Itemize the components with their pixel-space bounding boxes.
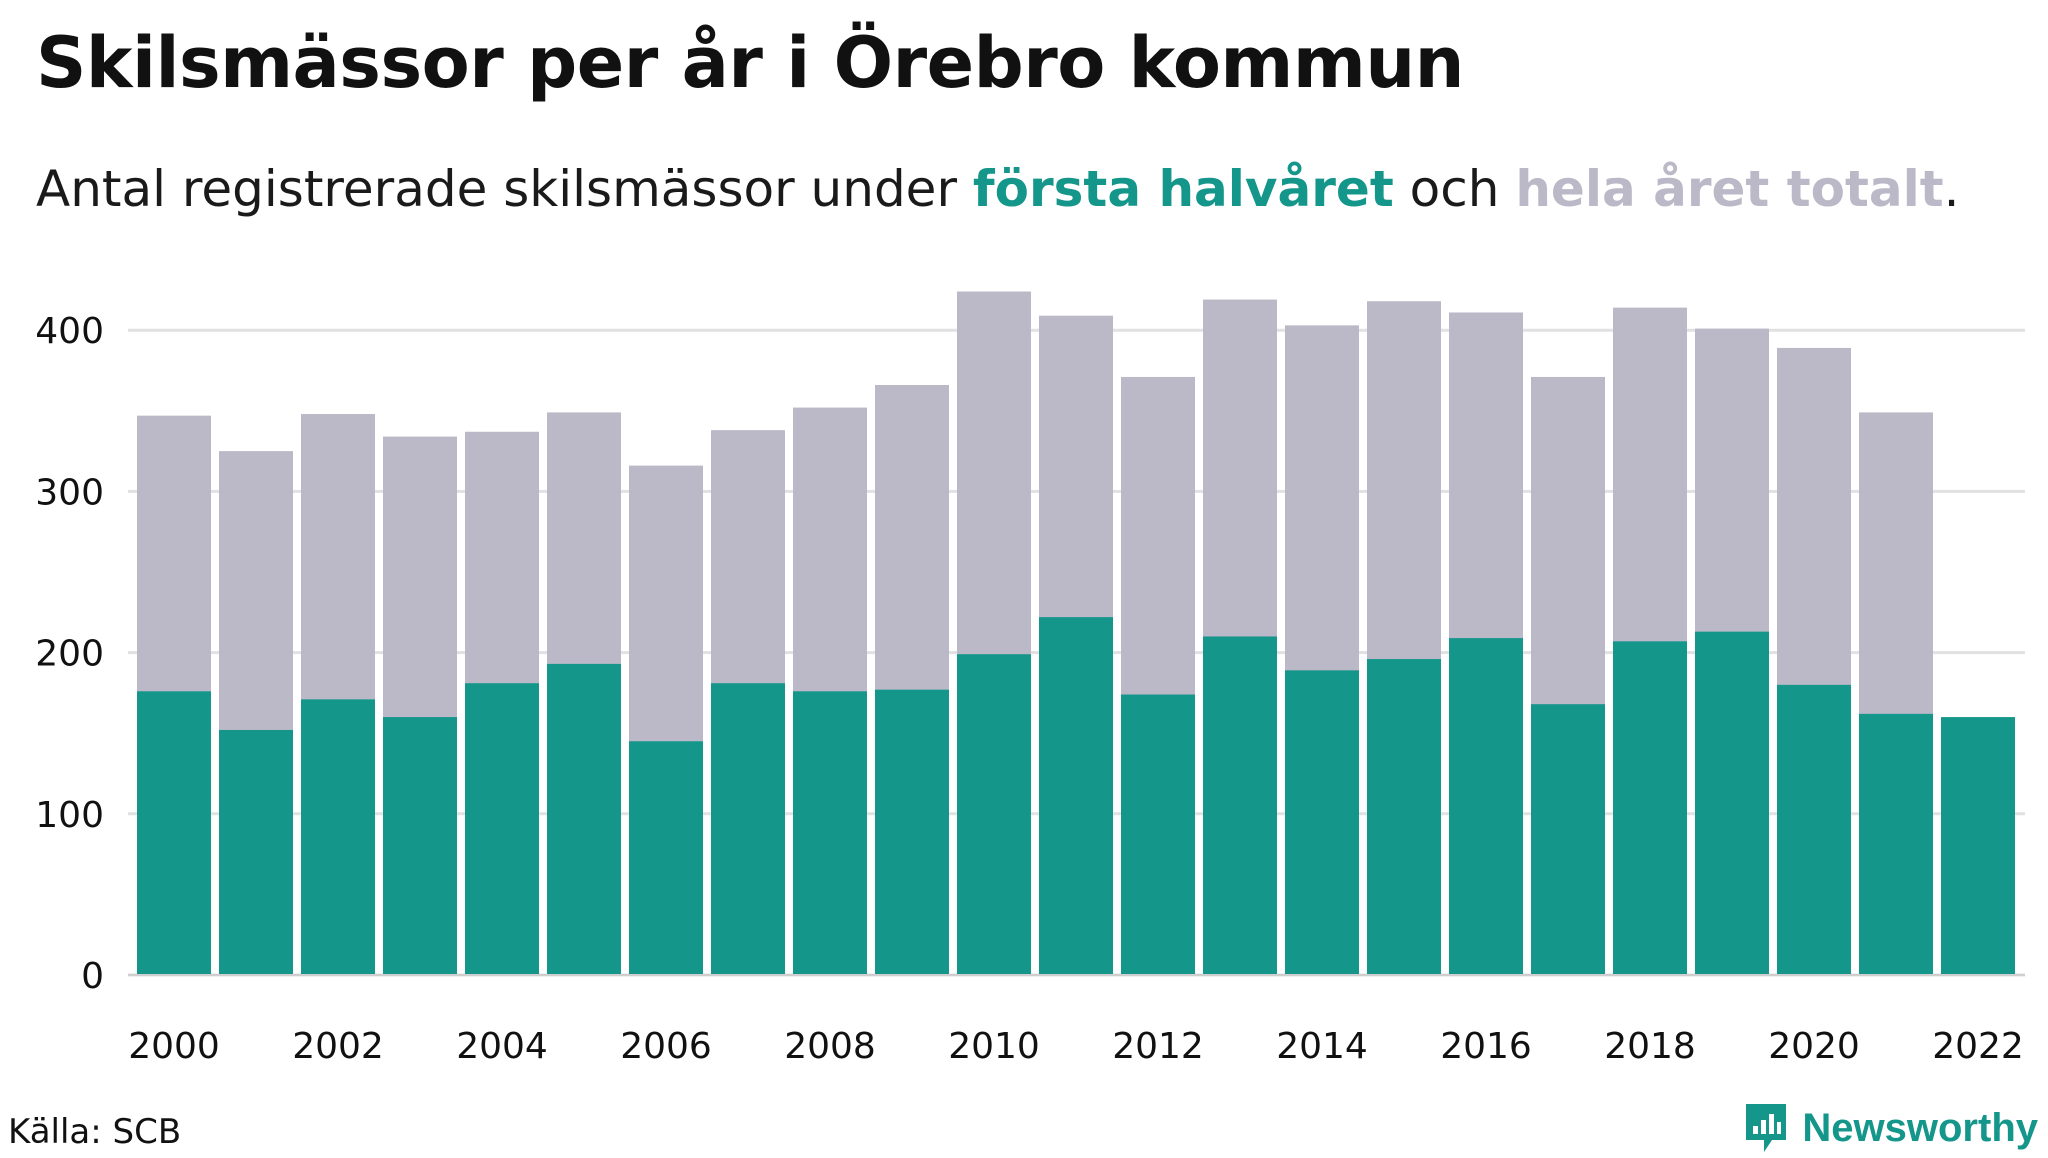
source-note: Källa: SCB [8,1112,182,1152]
bar-first-half-2009 [875,689,949,975]
x-tick-label-2006: 2006 [620,1026,712,1060]
x-tick-label-2000: 2000 [128,1026,220,1060]
subtitle-suffix: . [1943,160,1960,218]
y-tick-label-200: 200 [35,634,104,675]
bar-first-half-2017 [1531,704,1605,975]
brand-name: Newsworthy [1802,1105,2038,1150]
bar-first-half-2003 [383,717,457,975]
subtitle-middle: och [1393,160,1516,218]
x-tick-label-2014: 2014 [1276,1026,1368,1060]
x-tick-label-2002: 2002 [292,1026,384,1060]
brand-logo: Newsworthy [1742,1098,2038,1158]
bar-first-half-2006 [629,741,703,975]
bar-first-half-2019 [1695,631,1769,975]
chart-subtitle: Antal registrerade skilsmässor under för… [36,160,1960,218]
bar-first-half-2005 [547,663,621,975]
bar-chart: 0 100 200 300 400 2000 2002 2004 2006 2008 2010 201… [35,291,2025,1060]
bar-first-half-2008 [793,691,867,975]
bar-first-half-2011 [1039,617,1113,975]
bar-first-half-2021 [1859,713,1933,975]
y-tick-label-100: 100 [35,795,104,836]
x-tick-label-2022: 2022 [1932,1026,2024,1060]
bar-first-half-2000 [137,691,211,975]
newsworthy-logo-icon [1746,1104,1787,1152]
bars [137,291,2015,976]
subtitle-series-first-half: första halvåret [972,160,1394,218]
x-tick-label-2018: 2018 [1604,1026,1696,1060]
y-tick-label-300: 300 [35,472,104,513]
bar-first-half-2013 [1203,636,1277,975]
bar-first-half-2016 [1449,638,1523,975]
chart-title: Skilsmässor per år i Örebro kommun [36,22,1464,104]
bar-first-half-2020 [1777,684,1851,975]
x-tick-label-2008: 2008 [784,1026,876,1060]
x-tick-label-2020: 2020 [1768,1026,1860,1060]
bar-first-half-2001 [219,729,293,975]
bar-first-half-2015 [1367,659,1441,975]
subtitle-prefix: Antal registrerade skilsmässor under [36,160,973,218]
subtitle-series-full-year: hela året totalt [1515,160,1944,218]
bar-first-half-2004 [465,683,539,975]
bar-first-half-2022 [1941,717,2015,975]
bar-first-half-2010 [957,654,1031,975]
bar-first-half-2002 [301,699,375,975]
x-tick-label-2004: 2004 [456,1026,548,1060]
bar-first-half-2018 [1613,641,1687,975]
bar-first-half-2007 [711,683,785,975]
y-tick-label-0: 0 [81,956,104,997]
x-tick-label-2010: 2010 [948,1026,1040,1060]
bar-first-half-2012 [1121,694,1195,975]
bar-first-half-2014 [1285,670,1359,975]
x-tick-label-2016: 2016 [1440,1026,1532,1060]
y-tick-label-400: 400 [35,311,104,352]
axes: 0 100 200 300 400 2000 2002 2004 2006 2008 2010 201… [35,311,2025,1060]
x-tick-label-2012: 2012 [1112,1026,1204,1060]
